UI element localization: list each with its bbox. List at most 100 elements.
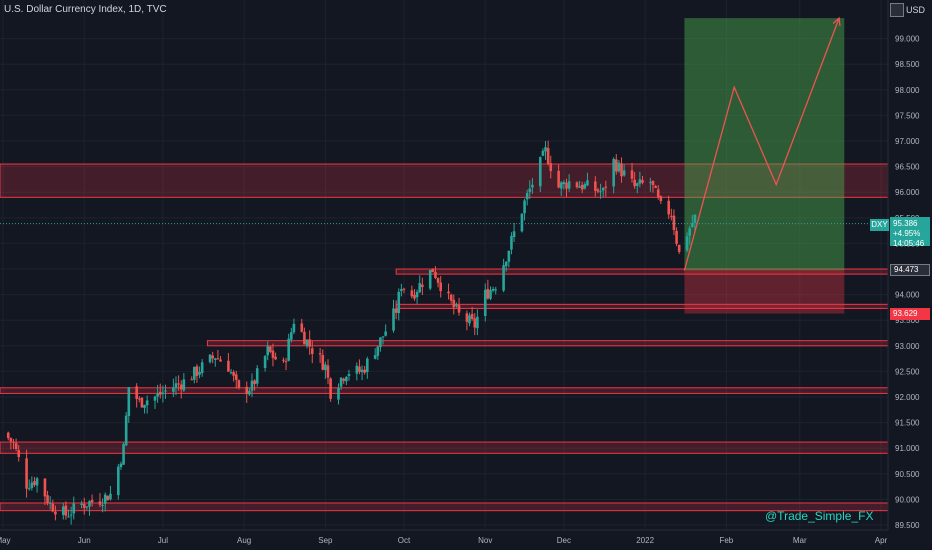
candle-body	[594, 181, 597, 191]
entry-price-tag: 94.473	[890, 264, 930, 276]
currency-chip[interactable]: USD	[890, 3, 930, 17]
candle-body	[601, 187, 605, 191]
candle	[473, 313, 477, 336]
price-tick-label: 94.000	[895, 291, 920, 300]
candle-body	[347, 374, 351, 376]
candle	[622, 164, 626, 177]
candle	[337, 383, 340, 405]
candle	[620, 157, 623, 183]
candle-body	[216, 358, 220, 360]
candle	[567, 174, 571, 192]
candle	[531, 178, 534, 194]
candle	[418, 275, 422, 294]
candle-body	[504, 261, 508, 267]
candle	[12, 438, 15, 449]
candle-body	[580, 184, 584, 190]
candle	[379, 337, 382, 352]
candle	[158, 383, 162, 399]
candle-body	[688, 228, 691, 236]
candle-body	[373, 355, 377, 359]
candle-body	[656, 189, 660, 197]
price-tick-label: 99.000	[895, 35, 920, 44]
stop-price-tag: 93.629	[890, 308, 930, 320]
candle-body	[586, 180, 589, 186]
time-axis[interactable]: May Jun Jul Aug Sep Oct Nov Dec 2022 Feb Mar Apr	[0, 529, 888, 545]
candle	[504, 260, 508, 272]
candle	[229, 368, 233, 375]
candle	[177, 375, 180, 391]
candle-body	[452, 299, 456, 308]
candle-body	[324, 364, 327, 371]
candle-body	[88, 501, 91, 507]
candle	[690, 214, 694, 228]
candle-body	[436, 278, 440, 283]
candle-body	[48, 503, 52, 505]
candle-body	[599, 191, 602, 193]
candle-body	[274, 356, 277, 360]
candle-body	[447, 291, 450, 294]
candle	[219, 355, 222, 362]
candle-body	[98, 501, 102, 505]
candle-body	[46, 495, 49, 504]
candle-body	[305, 339, 309, 346]
candle-body	[80, 503, 83, 505]
price-tick-label: 96.500	[895, 163, 920, 172]
candle	[326, 359, 330, 385]
candle	[654, 184, 657, 189]
candle	[80, 500, 83, 509]
candle-body	[528, 188, 532, 193]
candle	[143, 404, 146, 414]
price-tick-label: 90.000	[895, 495, 920, 504]
candle-body	[483, 289, 487, 316]
sr-zone	[0, 441, 889, 454]
candle	[318, 347, 322, 363]
candle	[476, 309, 479, 336]
candle-body	[90, 499, 94, 503]
candle	[329, 377, 332, 402]
candle-body	[109, 493, 112, 500]
candle	[381, 336, 385, 345]
candle	[397, 288, 401, 321]
candle-body	[158, 391, 162, 395]
candle	[421, 277, 424, 296]
sr-zone	[0, 502, 889, 512]
price-tick-label: 92.500	[895, 367, 920, 376]
author-watermark: @Trade_Simple_FX	[765, 509, 874, 523]
projection-path	[683, 16, 841, 271]
chart-title: U.S. Dollar Currency Index, 1D, TVC	[4, 4, 167, 15]
candle	[135, 383, 138, 408]
price-tick-label: 93.000	[895, 342, 920, 351]
candle	[392, 299, 395, 333]
candle	[266, 341, 270, 361]
candle-body	[174, 383, 178, 388]
candle	[106, 495, 110, 501]
candle	[614, 154, 618, 175]
current-price-tag: 95.386 +4.95% 14:05:46	[890, 217, 930, 248]
candle	[193, 366, 196, 384]
candle-body	[17, 450, 21, 457]
candle	[549, 155, 553, 179]
candle-body	[633, 179, 636, 187]
candle-body	[182, 379, 186, 391]
candle-body	[135, 386, 138, 399]
candle-body	[51, 503, 55, 512]
candle	[117, 464, 120, 500]
candle	[685, 232, 689, 253]
candle	[213, 357, 217, 367]
candle-body	[654, 185, 657, 188]
price-tick-label: 98.000	[895, 86, 920, 95]
long-position-tool[interactable]	[684, 18, 845, 314]
candle-body	[289, 332, 293, 340]
candle-body	[179, 384, 183, 390]
candle-body	[282, 359, 285, 361]
price-tick-label: 97.000	[895, 137, 920, 146]
candle	[253, 379, 256, 391]
candle-body	[675, 230, 678, 244]
candle	[140, 397, 144, 408]
candle	[400, 283, 403, 297]
candle-body	[421, 284, 424, 288]
candle-body	[140, 397, 144, 408]
candle	[303, 327, 306, 345]
candle	[119, 461, 123, 470]
